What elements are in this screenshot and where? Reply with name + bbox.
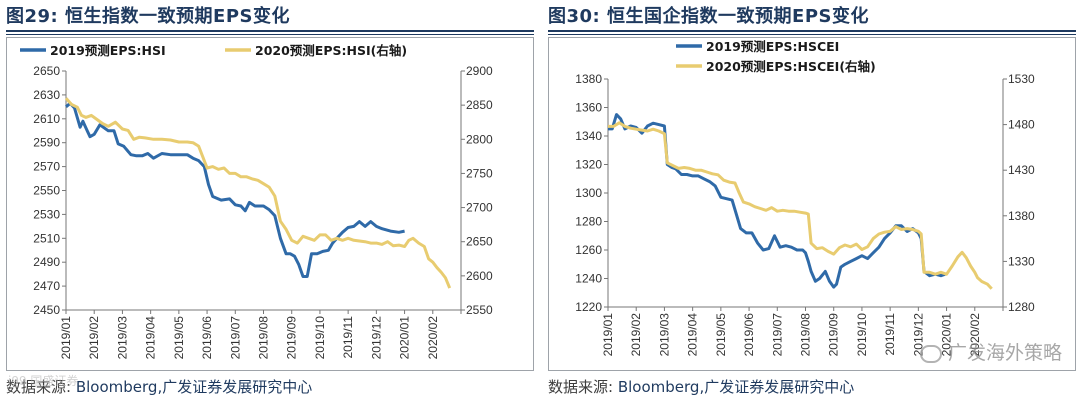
y-left-tick-label: 2630 <box>33 88 60 102</box>
y-right-tick-label: 2750 <box>466 166 493 180</box>
x-tick-label: 2019/01 <box>59 316 73 360</box>
x-tick-label: 2019/12 <box>911 313 925 357</box>
watermark-left: i99 国盛证券 <box>8 374 79 388</box>
legend-label: 2019预测EPS:HSI <box>50 43 166 58</box>
figure-title-text: 恒生国企指数一致预期EPS变化 <box>607 6 869 27</box>
chart-frame <box>6 37 534 371</box>
x-tick-label: 2019/10 <box>313 316 327 360</box>
y-left-tick-label: 1240 <box>575 272 602 286</box>
x-tick-label: 2019/01 <box>601 313 615 357</box>
y-right-tick-label: 1430 <box>1008 163 1035 177</box>
y-left-tick-label: 2530 <box>33 207 60 221</box>
x-tick-label: 2020/01 <box>940 313 954 357</box>
wechat-icon <box>919 344 942 363</box>
y-right-tick-label: 1480 <box>1008 118 1035 132</box>
x-tick-label: 2019/05 <box>714 313 728 357</box>
watermark: 广发海外策略 <box>919 338 1062 365</box>
x-tick-label: 2019/07 <box>228 316 242 360</box>
y-left-tick-label: 2510 <box>33 231 60 245</box>
x-tick-label: 2020/02 <box>968 313 982 357</box>
x-tick-label: 2019/06 <box>200 316 214 360</box>
title-rule <box>6 30 534 32</box>
series-2020-line <box>608 121 993 290</box>
x-tick-label: 2020/02 <box>426 316 440 360</box>
y-left-tick-label: 2450 <box>33 303 60 317</box>
x-tick-label: 2019/07 <box>770 313 784 357</box>
y-right-tick-label: 2800 <box>466 132 493 146</box>
x-tick-label: 2019/03 <box>115 316 129 360</box>
source-label: 数据来源: <box>6 378 72 396</box>
y-left-tick-label: 2490 <box>33 255 60 269</box>
title-rule <box>548 30 1076 32</box>
watermark-text: 广发海外策略 <box>947 342 1062 364</box>
legend-label: 2019预测EPS:HSCEI <box>706 39 839 54</box>
x-tick-label: 2020/01 <box>398 316 412 360</box>
x-tick-label: 2019/04 <box>686 313 700 357</box>
x-tick-label: 2019/10 <box>855 313 869 357</box>
x-tick-label: 2019/09 <box>827 313 841 357</box>
y-right-tick-label: 1530 <box>1008 72 1035 86</box>
hsi-eps-chart: 2450 2470 2490 2510 2530 2550 2570 2590 2610 2630… <box>20 43 493 360</box>
x-tick-label: 2019/02 <box>87 316 101 360</box>
y-right-tick-label: 2650 <box>466 235 493 249</box>
figure-number: 图29: <box>6 6 59 27</box>
figure-30-panel: 图30: 恒生国企指数一致预期EPS变化 1220 1240 1260 1280 130… <box>548 0 1076 406</box>
y-left-tick-label: 1320 <box>575 158 602 172</box>
series-2019-line <box>608 113 946 289</box>
figure-title-text: 恒生指数一致预期EPS变化 <box>65 6 290 27</box>
series-2019-line <box>65 101 405 278</box>
x-tick-label: 2019/08 <box>257 316 271 360</box>
y-left-tick-label: 2550 <box>33 184 60 198</box>
y-right-tick-label: 2900 <box>466 64 493 78</box>
source-label: 数据来源: <box>548 378 614 396</box>
source-text: Bloomberg,广发证券发展研究中心 <box>75 378 313 396</box>
source-note: 数据来源: Bloomberg,广发证券发展研究中心 <box>548 376 854 397</box>
x-tick-label: 2019/11 <box>883 313 897 356</box>
y-left-tick-label: 1360 <box>575 101 602 115</box>
y-right-tick-label: 2550 <box>466 303 493 317</box>
title-rule-thin <box>548 34 1076 35</box>
x-tick-label: 2019/05 <box>172 316 186 360</box>
y-left-tick-label: 1220 <box>575 300 602 314</box>
title-rule-thin <box>6 34 534 35</box>
x-tick-label: 2019/09 <box>285 316 299 360</box>
y-left-tick-label: 1260 <box>575 243 602 257</box>
y-right-tick-label: 2850 <box>466 98 493 112</box>
x-tick-label: 2019/12 <box>369 316 383 360</box>
y-right-tick-label: 1330 <box>1008 254 1035 268</box>
x-tick-label: 2019/03 <box>657 313 671 357</box>
legend-label: 2020预测EPS:HSCEI(右轴) <box>706 59 876 74</box>
y-right-tick-label: 1280 <box>1008 300 1035 314</box>
series-2020-line <box>64 97 452 289</box>
x-tick-label: 2019/11 <box>341 316 355 359</box>
x-tick-label: 2019/04 <box>144 316 158 360</box>
figure-title: 图30: 恒生国企指数一致预期EPS变化 <box>548 2 869 28</box>
legend-label: 2020预测EPS:HSI(右轴) <box>255 43 407 58</box>
y-right-tick-label: 2700 <box>466 201 493 215</box>
y-left-tick-label: 1300 <box>575 186 602 200</box>
hscei-eps-chart: 1220 1240 1260 1280 1300 1320 1340 1360 1380 1280… <box>575 39 1035 357</box>
x-tick-label: 2019/06 <box>742 313 756 357</box>
y-right-tick-label: 1380 <box>1008 209 1035 223</box>
y-left-tick-label: 1280 <box>575 215 602 229</box>
y-right-tick-label: 2600 <box>466 269 493 283</box>
y-left-tick-label: 1340 <box>575 129 602 143</box>
figure-number: 图30: <box>548 6 601 27</box>
x-tick-label: 2019/08 <box>799 313 813 357</box>
chart-frame <box>548 37 1076 371</box>
y-left-tick-label: 2570 <box>33 160 60 174</box>
y-left-tick-label: 2610 <box>33 112 60 126</box>
y-left-tick-label: 1380 <box>575 72 602 86</box>
y-left-tick-label: 2470 <box>33 279 60 293</box>
source-note: 数据来源: Bloomberg,广发证券发展研究中心 <box>6 376 312 397</box>
x-tick-label: 2019/02 <box>629 313 643 357</box>
source-text: Bloomberg,广发证券发展研究中心 <box>617 378 855 396</box>
y-left-tick-label: 2650 <box>33 64 60 78</box>
figure-title: 图29: 恒生指数一致预期EPS变化 <box>6 2 290 28</box>
y-left-tick-label: 2590 <box>33 136 60 150</box>
figure-29-panel: 图29: 恒生指数一致预期EPS变化 2450 2470 2490 2510 2530 2… <box>6 0 534 406</box>
